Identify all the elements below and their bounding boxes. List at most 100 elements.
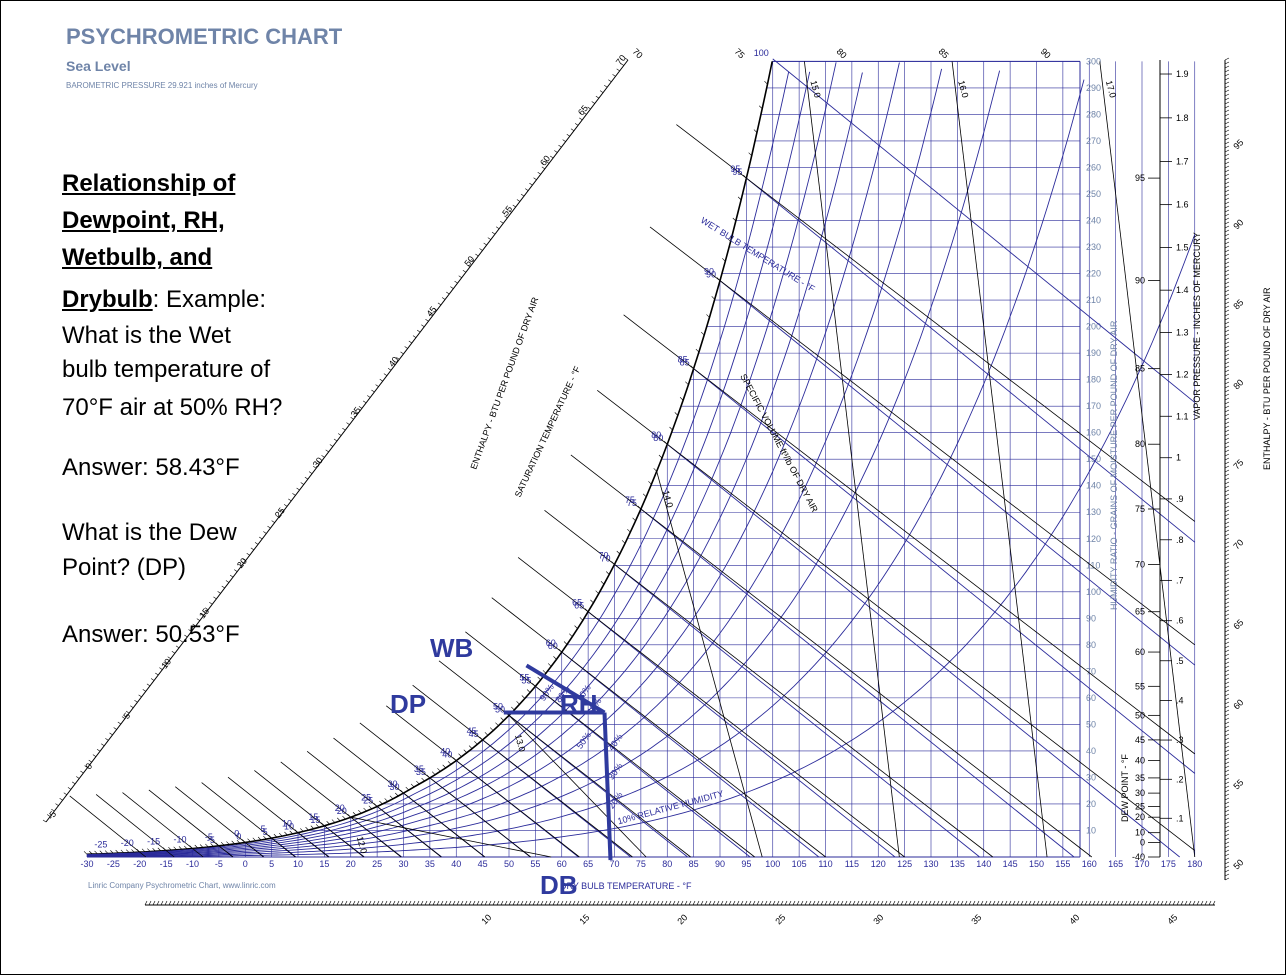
enthalpy-bottom-tick-label: 40	[1067, 912, 1081, 926]
enthalpy-left-tick-label: 10	[159, 657, 173, 671]
enthalpy-left-ruler-tick	[138, 694, 142, 698]
enthalpy-left-ruler-tick	[483, 242, 487, 246]
enthalpy-left-ruler-tick	[209, 602, 213, 605]
enthalpy-right-ruler-tick	[1224, 453, 1230, 457]
saturation-tick-label: 10	[282, 819, 292, 829]
enthalpy-line	[597, 389, 1195, 851]
dry-bulb-tick-label: 40	[451, 859, 461, 869]
enthalpy-bottom-ruler-tick	[980, 900, 984, 906]
enthalpy-bottom-ruler-tick	[380, 900, 384, 906]
saturation-hatch	[152, 848, 156, 852]
enthalpy-left-ruler-tick	[454, 280, 458, 284]
saturation-hatch	[764, 80, 768, 85]
enthalpy-bottom-ruler-tick	[932, 900, 936, 906]
enthalpy-left-ruler-tick	[254, 542, 259, 545]
wet-bulb-line	[746, 177, 1196, 543]
enthalpy-bottom-ruler-tick	[788, 900, 792, 906]
saturation-tick-label: 20	[335, 803, 345, 813]
enthalpy-right-ruler-tick	[1224, 565, 1230, 569]
enthalpy-right-ruler-tick	[1224, 269, 1230, 273]
enthalpy-right-ruler-tick	[1224, 261, 1230, 265]
specific-volume-label: 16.0	[956, 79, 970, 99]
enthalpy-bottom-ruler-tick	[1004, 900, 1008, 906]
enthalpy-bottom-ruler-tick	[480, 900, 484, 906]
enthalpy-bottom-ruler-tick	[516, 900, 520, 906]
enthalpy-left-ruler-tick	[591, 101, 595, 104]
enthalpy-right-ruler-tick	[1224, 669, 1230, 673]
enthalpy-right-ruler-tick	[1224, 249, 1230, 253]
enthalpy-line	[333, 737, 486, 858]
enthalpy-bottom-ruler-tick	[968, 900, 972, 906]
enthalpy-line	[438, 660, 691, 858]
saturation-hatch	[648, 481, 652, 485]
enthalpy-right-ruler-tick	[1224, 133, 1230, 137]
vapor-pressure-tick-label: 1.5	[1176, 243, 1189, 253]
enthalpy-right-ruler-tick	[1224, 681, 1230, 685]
enthalpy-left-ruler-tick	[396, 357, 400, 360]
enthalpy-right-ruler-tick	[1224, 201, 1230, 205]
saturation-hatch	[642, 493, 647, 498]
enthalpy-left-ruler-tick	[171, 651, 176, 654]
enthalpy-left-ruler-tick	[383, 373, 388, 376]
enthalpy-left-ruler-tick	[188, 629, 192, 632]
saturation-hatch	[437, 768, 441, 772]
enthalpy-right-ruler-tick	[1224, 397, 1230, 401]
enthalpy-bottom-ruler-tick	[148, 900, 152, 906]
enthalpy-right-ruler-tick	[1224, 525, 1230, 529]
enthalpy-right-ruler-tick	[1224, 721, 1230, 725]
saturation-tick-label: 40	[440, 747, 450, 757]
enthalpy-right-ruler-tick	[1224, 313, 1230, 317]
enthalpy-bottom-ruler-tick	[1140, 900, 1144, 906]
enthalpy-right-tick-label: 85	[1231, 297, 1245, 311]
wet-bulb-line	[693, 368, 1196, 774]
enthalpy-bottom-ruler-tick	[708, 900, 712, 906]
enthalpy-right-ruler-tick	[1224, 97, 1230, 101]
enthalpy-right-ruler-tick	[1224, 329, 1230, 333]
enthalpy-bottom-ruler-tick	[200, 900, 204, 906]
enthalpy-left-ruler-tick	[604, 84, 608, 88]
dry-bulb-tick-label: 65	[583, 859, 593, 869]
enthalpy-bottom-ruler-tick	[1044, 900, 1048, 906]
enthalpy-left-ruler-tick	[392, 362, 396, 366]
enthalpy-right-ruler-tick	[1224, 417, 1230, 421]
enthalpy-bottom-ruler-tick	[796, 900, 800, 906]
enthalpy-bottom-ruler-tick	[496, 900, 500, 906]
enthalpy-bottom-ruler-tick	[156, 900, 160, 906]
enthalpy-right-ruler-tick	[1224, 561, 1230, 565]
enthalpy-right-ruler-tick	[1224, 797, 1230, 801]
enthalpy-left-ruler-tick	[471, 259, 475, 262]
enthalpy-left-ruler-tick	[304, 476, 309, 480]
enthalpy-bottom-ruler-tick	[720, 900, 724, 906]
enthalpy-right-ruler-tick	[1224, 365, 1230, 369]
saturation-hatch	[336, 817, 341, 822]
enthalpy-right-ruler-tick	[1224, 189, 1230, 193]
enthalpy-bottom-ruler-tick	[260, 900, 264, 906]
dry-bulb-tick-label: 75	[636, 859, 646, 869]
saturation-hatch	[405, 786, 409, 791]
enthalpy-left-ruler-tick	[204, 607, 209, 610]
enthalpy-left-ruler-tick	[350, 416, 354, 420]
enthalpy-line	[227, 776, 329, 858]
dry-bulb-tick-label: 110	[818, 859, 832, 869]
humidity-ratio-tick-label: 300	[1086, 56, 1101, 66]
enthalpy-bottom-ruler-tick	[656, 900, 660, 906]
enthalpy-bottom-tick-label: 10	[479, 912, 493, 926]
enthalpy-left-ruler-tick	[229, 574, 234, 578]
dry-bulb-tick-label: -15	[160, 859, 173, 869]
enthalpy-left-ruler-tick	[42, 819, 47, 823]
enthalpy-bottom-ruler-tick	[388, 900, 392, 906]
enthalpy-bottom-ruler-tick	[996, 900, 1000, 906]
enthalpy-bottom-ruler-tick	[212, 900, 216, 906]
enthalpy-bottom-ruler-tick	[576, 900, 580, 906]
wet-bulb-tick-label: 100	[754, 48, 769, 58]
enthalpy-bottom-ruler-tick	[752, 900, 756, 906]
enthalpy-left-ruler-tick	[379, 378, 383, 382]
enthalpy-right-ruler-tick	[1224, 645, 1230, 649]
enthalpy-bottom-ruler-tick	[732, 900, 736, 906]
enthalpy-bottom-ruler-tick	[532, 900, 536, 906]
vapor-pressure-tick-label: .6	[1176, 616, 1184, 626]
enthalpy-left-ruler-tick	[317, 460, 321, 464]
enthalpy-bottom-tick-label: 20	[675, 912, 689, 926]
humidity-ratio-tick-label: 60	[1086, 693, 1096, 703]
enthalpy-bottom-ruler-tick	[668, 900, 672, 906]
